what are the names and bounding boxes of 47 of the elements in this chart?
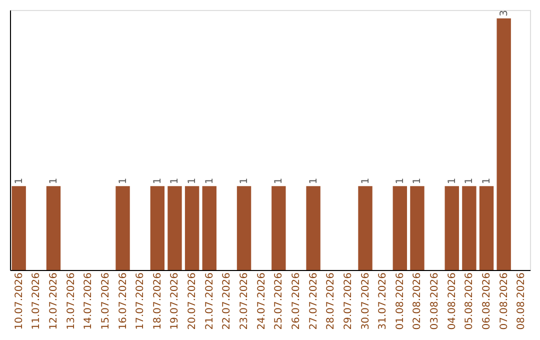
data-label: 1: [360, 178, 372, 184]
x-tick-label: 06.08.2026: [482, 272, 493, 330]
x-tick-label: 23.07.2026: [239, 272, 250, 330]
x-tick-label: 18.07.2026: [152, 272, 164, 330]
x-tick-label: 26.07.2026: [290, 272, 302, 330]
data-label: 1: [204, 178, 216, 184]
data-label: 1: [446, 178, 458, 184]
data-label: 1: [482, 178, 493, 184]
x-tick-label: 04.08.2026: [446, 272, 458, 330]
x-tick-label: 03.08.2026: [430, 272, 441, 330]
x-tick-label: 07.08.2026: [498, 272, 510, 330]
x-tick-label: 31.07.2026: [378, 272, 389, 330]
x-tick-label: 20.07.2026: [187, 272, 198, 330]
x-tick-label: 22.07.2026: [222, 272, 233, 330]
data-label: 1: [187, 178, 198, 184]
x-tick-label: 17.07.2026: [135, 272, 146, 330]
x-tick-label: 01.08.2026: [394, 272, 406, 330]
x-tick-label: 15.07.2026: [100, 272, 112, 330]
x-tick-label: 19.07.2026: [170, 272, 181, 330]
x-tick-label: 24.07.2026: [256, 272, 268, 330]
data-label: 1: [308, 178, 320, 184]
data-label: 1: [412, 178, 424, 184]
x-tick-label: 28.07.2026: [326, 272, 337, 330]
data-label: 1: [48, 178, 60, 184]
x-tick-label: 11.07.2026: [31, 272, 42, 330]
data-label: 1: [170, 178, 181, 184]
x-tick-label: 27.07.2026: [308, 272, 320, 330]
x-tick-label: 10.07.2026: [14, 272, 25, 330]
x-tick-label: 25.07.2026: [274, 272, 285, 330]
x-tick-label: 16.07.2026: [118, 272, 129, 330]
data-label: 1: [118, 178, 129, 184]
data-label: 1: [394, 178, 406, 184]
data-label: 1: [464, 178, 476, 184]
x-tick-label: 29.07.2026: [342, 272, 354, 330]
x-tick-label: 05.08.2026: [464, 272, 476, 330]
x-tick-label: 02.08.2026: [412, 272, 424, 330]
data-label: 3: [498, 10, 510, 16]
data-label: 1: [239, 178, 250, 184]
data-label: 1: [274, 178, 285, 184]
x-tick-label: 21.07.2026: [204, 272, 216, 330]
data-label: 1: [14, 178, 25, 184]
x-tick-label: 30.07.2026: [360, 272, 372, 330]
data-label: 1: [152, 178, 164, 184]
x-tick-label: 13.07.2026: [66, 272, 77, 330]
x-tick-label: 08.08.2026: [516, 272, 528, 330]
x-tick-label: 12.07.2026: [48, 272, 60, 330]
x-tick-label: 14.07.2026: [83, 272, 94, 330]
